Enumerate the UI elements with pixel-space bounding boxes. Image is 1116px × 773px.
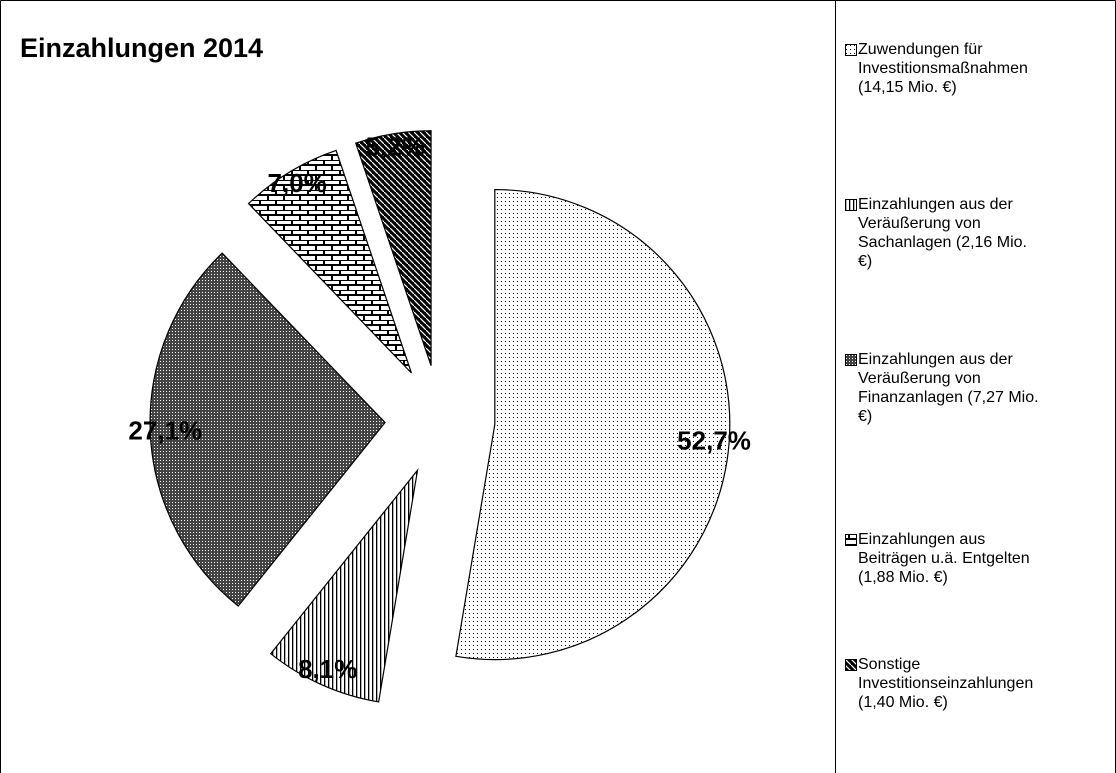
chart-title: Einzahlungen 2014: [20, 33, 263, 63]
data-label: 52,7%: [677, 426, 751, 456]
legend-label: Einzahlungen aus der Veräußerung von Fin…: [858, 351, 1039, 425]
legend-swatch: [845, 534, 857, 546]
pie-slice: [247, 149, 413, 374]
data-label: 5,2%: [366, 132, 425, 162]
swatch: [845, 44, 857, 56]
swatch: [845, 354, 857, 366]
pie-slice: [269, 468, 419, 703]
pie-slice: [149, 252, 386, 607]
legend-item: Einzahlungen aus Beiträgen u.ä. Entgelte…: [845, 530, 1045, 587]
legend-swatch: [845, 354, 857, 366]
swatch: [845, 659, 857, 671]
legend-label: Sonstige Investitionseinzahlungen (1,40 …: [858, 656, 1034, 711]
data-label: 7,0%: [268, 168, 327, 198]
legend-swatch: [845, 44, 857, 56]
legend-label: Einzahlungen aus Beiträgen u.ä. Entgelte…: [858, 531, 1030, 586]
legend-swatch: [845, 199, 857, 211]
legend-item: Einzahlungen aus der Veräußerung von Fin…: [845, 350, 1045, 426]
data-label: 27,1%: [128, 415, 202, 445]
legend-label: Zuwendungen für Investitionsmaßnahmen (1…: [858, 41, 1028, 96]
legend-swatch: [845, 659, 857, 671]
pie-slice: [455, 188, 731, 661]
data-label: 8,1%: [298, 654, 357, 684]
legend-item: Einzahlungen aus der Veräußerung von Sac…: [845, 195, 1045, 271]
swatch: [845, 199, 857, 211]
legend-label: Einzahlungen aus der Veräußerung von Sac…: [858, 196, 1027, 270]
swatch: [845, 534, 857, 546]
legend-item: Sonstige Investitionseinzahlungen (1,40 …: [845, 655, 1045, 712]
legend-item: Zuwendungen für Investitionsmaßnahmen (1…: [845, 40, 1045, 97]
pie-slice: [354, 130, 432, 366]
